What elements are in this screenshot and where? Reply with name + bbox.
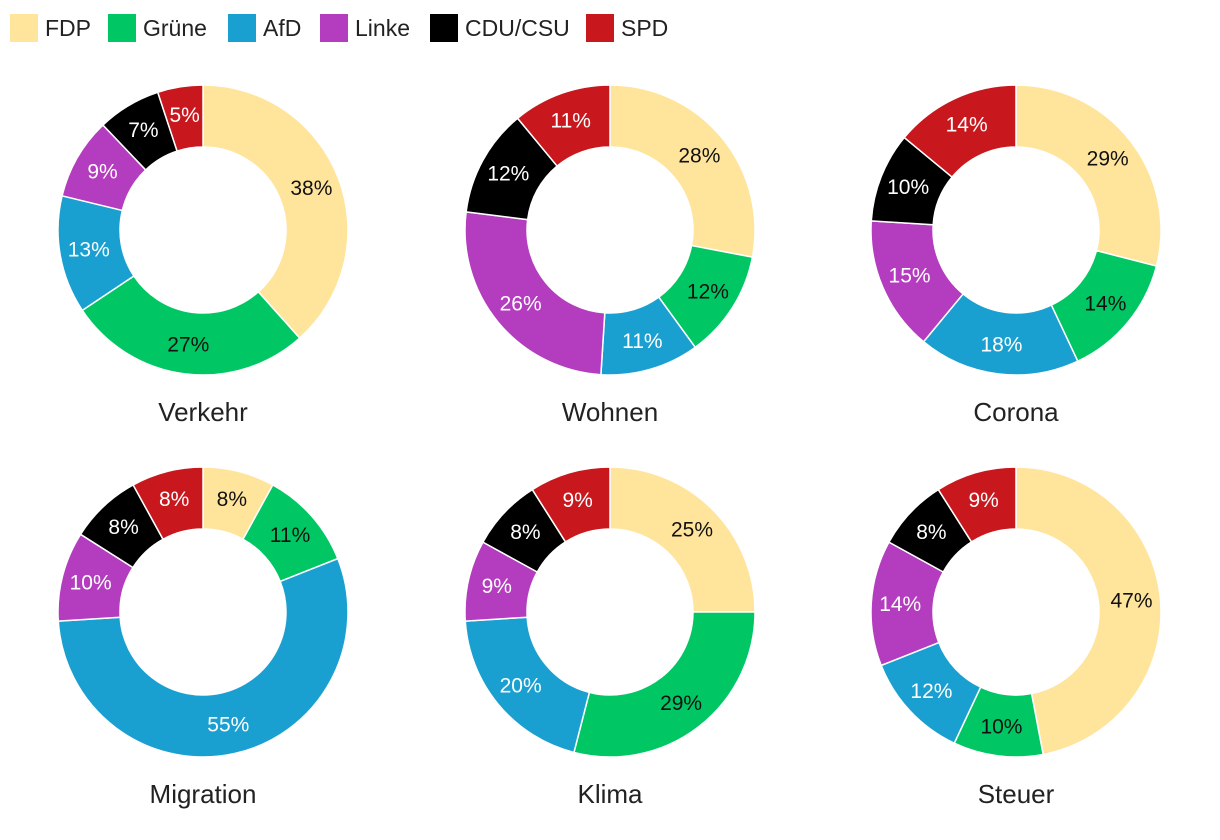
slice-label-steuer-linke: 14%: [879, 593, 921, 616]
donut-slice-corona-spd: [903, 84, 1017, 178]
slice-label-verkehr-fdp: 38%: [290, 177, 332, 200]
legend-swatch-afd: [228, 14, 256, 42]
legend-label-fdp: FDP: [45, 15, 91, 41]
legend-swatch-spd: [586, 14, 614, 42]
legend-label-gruene: Grüne: [143, 15, 207, 41]
donut-slice-migration-afd: [57, 557, 349, 758]
slice-label-migration-gruene: 11%: [270, 524, 310, 547]
donut-slice-klima-fdp: [609, 466, 756, 613]
slice-label-steuer-cdu-csu: 8%: [916, 521, 946, 544]
slice-label-verkehr-gruene: 27%: [167, 334, 209, 357]
slice-label-klima-spd: 9%: [562, 489, 592, 512]
slice-label-verkehr-linke: 9%: [87, 161, 117, 184]
donut-chart-steuer: 47% 10% 12% 14% 8% 9% Steuer: [870, 466, 1162, 809]
slice-label-klima-linke: 9%: [482, 575, 512, 598]
slice-label-wohnen-afd: 11%: [622, 330, 662, 353]
slice-label-corona-cdu-csu: 10%: [887, 176, 929, 199]
slice-label-migration-afd: 55%: [207, 714, 249, 737]
slice-label-klima-fdp: 25%: [671, 518, 713, 541]
donut-slice-steuer-spd: [937, 466, 1017, 543]
slice-label-migration-linke: 10%: [70, 572, 112, 595]
donut-slice-corona-fdp: [1015, 84, 1162, 267]
slice-label-verkehr-spd: 5%: [169, 104, 199, 127]
slice-label-wohnen-fdp: 28%: [678, 145, 720, 168]
donut-chart-klima: 25% 29% 20% 9% 8% 9% Klima: [464, 466, 756, 809]
donut-slice-migration-spd: [132, 466, 204, 541]
legend-swatch-linke: [320, 14, 348, 42]
chart-title-corona: Corona: [973, 397, 1059, 427]
donut-slice-verkehr-fdp: [202, 84, 349, 339]
donut-slice-klima-gruene: [573, 611, 756, 758]
donut-chart-verkehr: 38% 27% 13% 9% 7% 5% Verkehr: [57, 84, 349, 427]
chart-title-wohnen: Wohnen: [562, 397, 658, 427]
donut-chart-migration: 8% 11% 55% 10% 8% 8% Migration: [57, 466, 349, 809]
slice-label-corona-fdp: 29%: [1087, 147, 1129, 170]
donut-slice-verkehr-spd: [157, 84, 204, 152]
legend-label-afd: AfD: [263, 15, 301, 41]
slice-label-wohnen-cdu-csu: 12%: [487, 163, 529, 186]
slice-label-steuer-gruene: 10%: [980, 716, 1022, 739]
legend-label-linke: Linke: [355, 15, 410, 41]
chart-title-steuer: Steuer: [978, 779, 1055, 809]
slice-label-steuer-spd: 9%: [968, 489, 998, 512]
slice-label-corona-gruene: 14%: [1084, 292, 1126, 315]
donut-slice-steuer-fdp: [1015, 466, 1162, 756]
donut-slice-verkehr-gruene: [81, 275, 301, 376]
slice-label-klima-cdu-csu: 8%: [510, 521, 540, 544]
slice-label-wohnen-gruene: 12%: [687, 281, 729, 304]
slice-label-wohnen-spd: 11%: [550, 109, 590, 132]
chart-title-klima: Klima: [577, 779, 643, 809]
chart-title-migration: Migration: [150, 779, 257, 809]
slice-label-steuer-afd: 12%: [910, 680, 952, 703]
slice-label-klima-afd: 20%: [500, 674, 542, 697]
donut-slice-klima-afd: [464, 616, 591, 754]
slice-label-corona-linke: 15%: [889, 265, 931, 288]
legend-label-spd: SPD: [621, 15, 668, 41]
donut-grid: 38% 27% 13% 9% 7% 5% Verkehr 28% 12% 11% 26% 12% 11%…: [57, 84, 1162, 809]
legend-swatch-fdp: [10, 14, 38, 42]
slice-label-verkehr-afd: 13%: [68, 239, 110, 262]
chart-title-verkehr: Verkehr: [158, 397, 248, 427]
donut-slice-wohnen-spd: [516, 84, 611, 167]
legend: FDP Grüne AfD Linke CDU/CSU SPD: [10, 14, 668, 42]
legend-swatch-gruene: [108, 14, 136, 42]
slice-label-migration-fdp: 8%: [217, 488, 247, 511]
donut-slice-wohnen-fdp: [609, 84, 756, 258]
slice-label-migration-cdu-csu: 8%: [108, 516, 138, 539]
donut-slice-wohnen-linke: [464, 211, 606, 376]
slice-label-wohnen-linke: 26%: [500, 292, 542, 315]
legend-label-cdu-csu: CDU/CSU: [465, 15, 570, 41]
slice-label-verkehr-cdu-csu: 7%: [128, 119, 158, 142]
donut-chart-corona: 29% 14% 18% 15% 10% 14% Corona: [870, 84, 1162, 427]
donut-chart-wohnen: 28% 12% 11% 26% 12% 11% Wohnen: [464, 84, 756, 427]
slice-label-corona-afd: 18%: [980, 334, 1022, 357]
slice-label-corona-spd: 14%: [946, 114, 988, 137]
slice-label-migration-spd: 8%: [159, 488, 189, 511]
slice-label-klima-gruene: 29%: [660, 692, 702, 715]
legend-swatch-cdu-csu: [430, 14, 458, 42]
slice-label-steuer-fdp: 47%: [1110, 590, 1152, 613]
donut-slice-klima-spd: [531, 466, 611, 543]
